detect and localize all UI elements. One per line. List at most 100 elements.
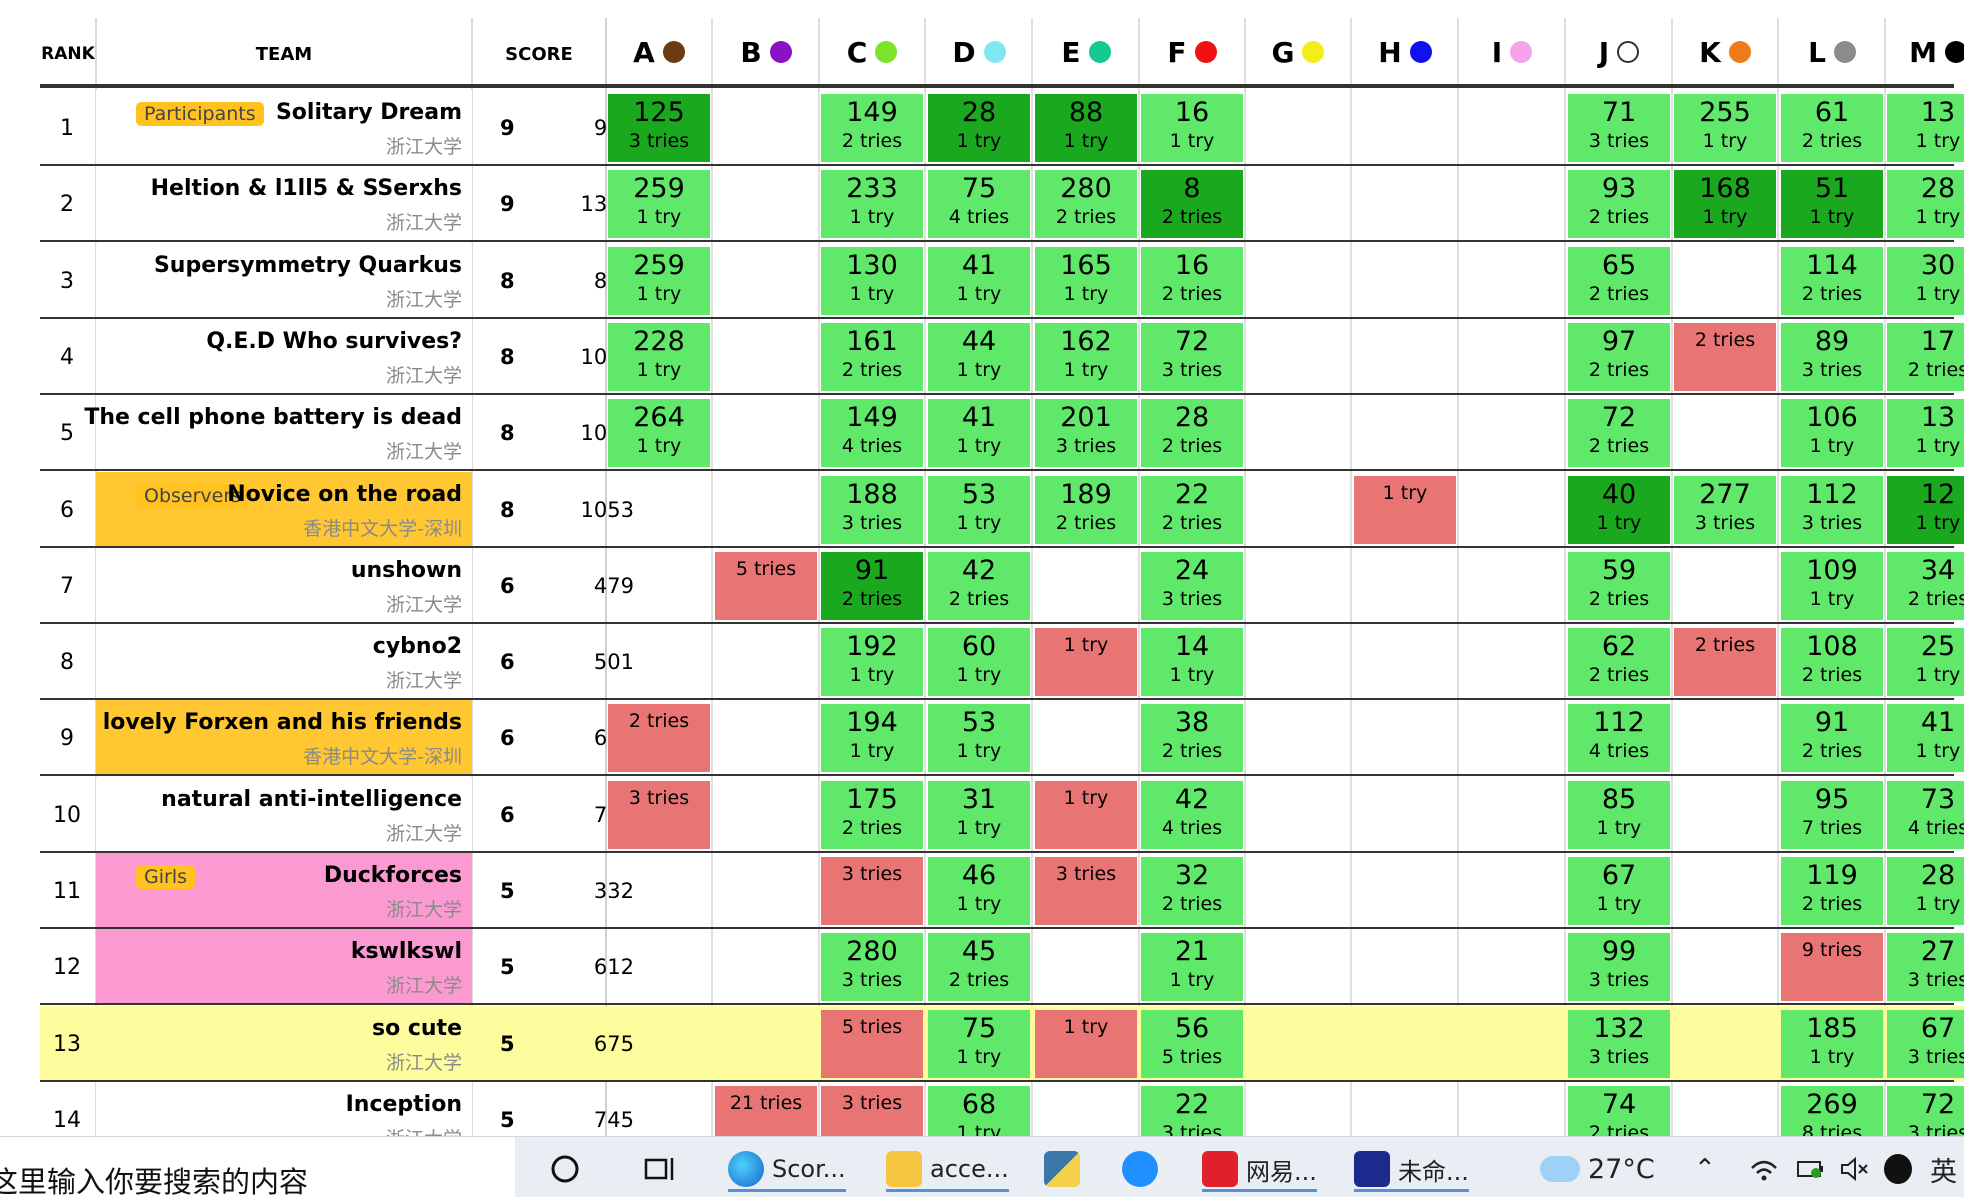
problem-cell-f[interactable]: 22 3 tries — [1141, 1086, 1243, 1136]
problem-cell-d[interactable]: 53 1 try — [928, 704, 1030, 772]
problem-cell-l[interactable]: 95 7 tries — [1781, 781, 1883, 849]
problem-cell-f[interactable]: 32 2 tries — [1141, 857, 1243, 925]
problem-header-k[interactable]: K — [1672, 18, 1778, 86]
problem-cell-e[interactable]: 1 try — [1035, 1010, 1137, 1078]
problem-cell-k[interactable]: 277 3 tries — [1674, 476, 1776, 544]
problem-cell-l[interactable]: 112 3 tries — [1781, 476, 1883, 544]
problem-cell-h[interactable]: 1 try — [1354, 476, 1456, 544]
problem-cell-c[interactable]: 91 2 tries — [821, 552, 923, 620]
problem-cell-j[interactable]: 67 1 try — [1568, 857, 1670, 925]
problem-cell-j[interactable]: 71 3 tries — [1568, 94, 1670, 162]
weather-widget[interactable]: 27°C — [1540, 1149, 1655, 1189]
problem-cell-c[interactable]: 149 2 tries — [821, 94, 923, 162]
problem-cell-k[interactable]: 255 1 try — [1674, 94, 1776, 162]
problem-cell-d[interactable]: 44 1 try — [928, 323, 1030, 391]
problem-cell-d[interactable]: 46 1 try — [928, 857, 1030, 925]
problem-header-l[interactable]: L — [1779, 18, 1885, 86]
problem-cell-c[interactable]: 188 3 tries — [821, 476, 923, 544]
team-cell[interactable]: so cute 浙江大学 — [96, 1006, 472, 1080]
problem-cell-e[interactable]: 201 3 tries — [1035, 399, 1137, 467]
taskbar-app-folder[interactable]: acce... — [886, 1149, 1009, 1192]
problem-cell-m[interactable]: 28 1 try — [1887, 857, 1964, 925]
problem-cell-c[interactable]: 3 tries — [821, 1086, 923, 1136]
problem-cell-m[interactable]: 25 1 try — [1887, 628, 1964, 696]
problem-header-e[interactable]: E — [1033, 18, 1139, 86]
problem-cell-j[interactable]: 62 2 tries — [1568, 628, 1670, 696]
qq-icon[interactable] — [1884, 1149, 1920, 1189]
problem-cell-e[interactable]: 1 try — [1035, 628, 1137, 696]
chevron-up-icon[interactable]: ⌃ — [1694, 1154, 1716, 1184]
problem-cell-e[interactable]: 162 1 try — [1035, 323, 1137, 391]
wifi-icon[interactable] — [1750, 1149, 1778, 1189]
problem-cell-j[interactable]: 112 4 tries — [1568, 704, 1670, 772]
problem-cell-d[interactable]: 31 1 try — [928, 781, 1030, 849]
team-cell[interactable]: lovely Forxen and his friends 香港中文大学-深圳 — [96, 700, 472, 774]
problem-cell-m[interactable]: 67 3 tries — [1887, 1010, 1964, 1078]
problem-cell-f[interactable]: 56 5 tries — [1141, 1010, 1243, 1078]
problem-cell-d[interactable]: 75 4 tries — [928, 170, 1030, 238]
team-cell[interactable]: Participants Solitary Dream 浙江大学 — [96, 90, 472, 164]
problem-cell-d[interactable]: 53 1 try — [928, 476, 1030, 544]
problem-header-i[interactable]: I — [1459, 18, 1565, 86]
task-view-icon[interactable] — [644, 1149, 678, 1189]
problem-cell-m[interactable]: 34 2 tries — [1887, 552, 1964, 620]
problem-cell-l[interactable]: 108 2 tries — [1781, 628, 1883, 696]
problem-cell-a[interactable]: 264 1 try — [608, 399, 710, 467]
problem-cell-d[interactable]: 41 1 try — [928, 247, 1030, 315]
problem-cell-e[interactable]: 280 2 tries — [1035, 170, 1137, 238]
problem-cell-f[interactable]: 72 3 tries — [1141, 323, 1243, 391]
problem-cell-f[interactable]: 14 1 try — [1141, 628, 1243, 696]
problem-header-c[interactable]: C — [819, 18, 925, 86]
problem-header-d[interactable]: D — [926, 18, 1032, 86]
problem-cell-f[interactable]: 24 3 tries — [1141, 552, 1243, 620]
problem-cell-j[interactable]: 40 1 try — [1568, 476, 1670, 544]
problem-cell-d[interactable]: 41 1 try — [928, 399, 1030, 467]
problem-cell-e[interactable]: 165 1 try — [1035, 247, 1137, 315]
problem-cell-f[interactable]: 22 2 tries — [1141, 476, 1243, 544]
problem-cell-l[interactable]: 51 1 try — [1781, 170, 1883, 238]
taskbar-app-edge[interactable]: Scor... — [728, 1149, 846, 1192]
ie-icon[interactable] — [1122, 1149, 1166, 1189]
problem-cell-c[interactable]: 5 tries — [821, 1010, 923, 1078]
taskbar-search-box[interactable]: 在这里输入你要搜索的内容 — [0, 1137, 515, 1199]
problem-cell-j[interactable]: 85 1 try — [1568, 781, 1670, 849]
problem-header-a[interactable]: A — [606, 18, 712, 86]
problem-cell-b[interactable]: 5 tries — [715, 552, 817, 620]
problem-header-b[interactable]: B — [713, 18, 819, 86]
problem-cell-a[interactable]: 259 1 try — [608, 170, 710, 238]
problem-cell-e[interactable]: 189 2 tries — [1035, 476, 1137, 544]
problem-cell-k[interactable]: 2 tries — [1674, 628, 1776, 696]
problem-cell-c[interactable]: 149 4 tries — [821, 399, 923, 467]
problem-cell-f[interactable]: 28 2 tries — [1141, 399, 1243, 467]
problem-cell-d[interactable]: 42 2 tries — [928, 552, 1030, 620]
problem-cell-j[interactable]: 72 2 tries — [1568, 399, 1670, 467]
problem-cell-a[interactable]: 228 1 try — [608, 323, 710, 391]
problem-cell-c[interactable]: 3 tries — [821, 857, 923, 925]
problem-cell-l[interactable]: 109 1 try — [1781, 552, 1883, 620]
problem-cell-l[interactable]: 269 8 tries — [1781, 1086, 1883, 1136]
problem-cell-c[interactable]: 280 3 tries — [821, 933, 923, 1001]
problem-cell-j[interactable]: 97 2 tries — [1568, 323, 1670, 391]
problem-cell-j[interactable]: 74 2 tries — [1568, 1086, 1670, 1136]
problem-cell-j[interactable]: 65 2 tries — [1568, 247, 1670, 315]
problem-cell-j[interactable]: 132 3 tries — [1568, 1010, 1670, 1078]
problem-cell-d[interactable]: 75 1 try — [928, 1010, 1030, 1078]
problem-cell-d[interactable]: 45 2 tries — [928, 933, 1030, 1001]
problem-cell-j[interactable]: 99 3 tries — [1568, 933, 1670, 1001]
problem-cell-c[interactable]: 130 1 try — [821, 247, 923, 315]
volume-muted-icon[interactable] — [1840, 1149, 1870, 1189]
problem-cell-c[interactable]: 233 1 try — [821, 170, 923, 238]
problem-cell-e[interactable]: 1 try — [1035, 781, 1137, 849]
problem-cell-l[interactable]: 91 2 tries — [1781, 704, 1883, 772]
problem-cell-c[interactable]: 192 1 try — [821, 628, 923, 696]
problem-cell-m[interactable]: 72 3 tries — [1887, 1086, 1964, 1136]
problem-cell-f[interactable]: 21 1 try — [1141, 933, 1243, 1001]
problem-cell-m[interactable]: 17 2 tries — [1887, 323, 1964, 391]
problem-cell-m[interactable]: 12 1 try — [1887, 476, 1964, 544]
team-cell[interactable]: Q.E.D Who survives? 浙江大学 — [96, 319, 472, 393]
problem-cell-f[interactable]: 16 1 try — [1141, 94, 1243, 162]
team-cell[interactable]: Girls Duckforces 浙江大学 — [96, 853, 472, 927]
team-cell[interactable]: kswlkswl 浙江大学 — [96, 929, 472, 1003]
problem-cell-e[interactable]: 88 1 try — [1035, 94, 1137, 162]
